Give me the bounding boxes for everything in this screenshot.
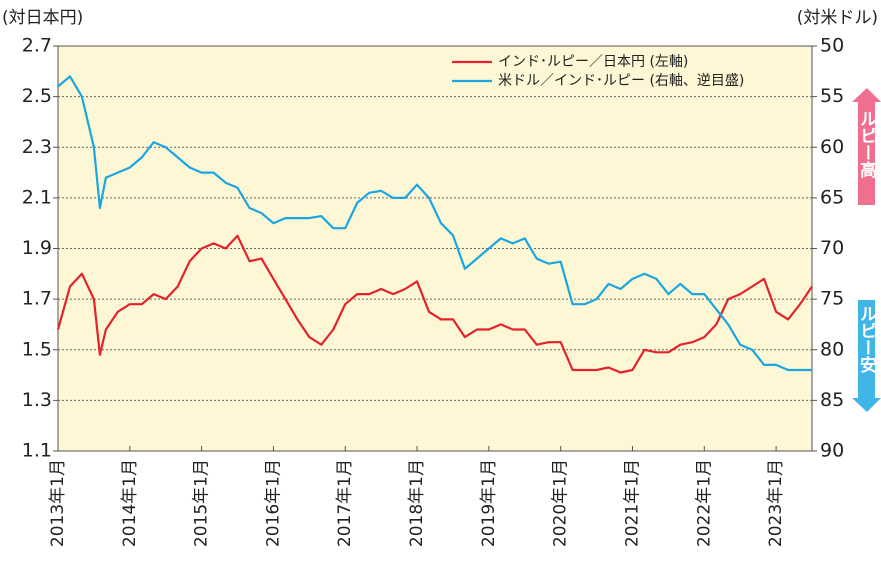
series-line xyxy=(57,75,812,372)
y2-tick-label: 90 xyxy=(820,440,844,462)
y-tick-label: 1.9 xyxy=(22,237,52,259)
arrow-down xyxy=(852,300,881,412)
annotation: ルピー高 xyxy=(856,110,877,179)
y2-tick-label: 85 xyxy=(820,389,844,411)
y-tick-label: 2.3 xyxy=(22,136,52,158)
y-tick-label: 2.1 xyxy=(22,186,52,208)
y-tick-label: 1.1 xyxy=(22,440,52,462)
legend-label: インド･ルピー／日本円 (左軸) xyxy=(498,54,688,70)
y2-tick-label: 75 xyxy=(820,288,844,310)
y2-tick-label: 55 xyxy=(820,85,844,107)
x-tick-label: 2023年1月 xyxy=(766,459,786,547)
series-line xyxy=(56,234,813,374)
x-tick-label: 2016年1月 xyxy=(263,459,283,547)
x-tick-label: 2021年1月 xyxy=(622,459,642,547)
x-tick-label: 2017年1月 xyxy=(335,459,355,547)
y2-tick-label: 70 xyxy=(820,237,844,259)
x-tick-label: 2014年1月 xyxy=(120,459,140,547)
x-tick-label: 2022年1月 xyxy=(694,459,714,547)
y2-tick-label: 60 xyxy=(820,136,844,158)
x-tick-label: 2013年1月 xyxy=(48,459,68,547)
x-tick-label: 2020年1月 xyxy=(551,459,571,547)
y2-tick-label: 50 xyxy=(820,35,844,57)
y-tick-label: 1.7 xyxy=(22,288,52,310)
y-tick-label: 2.5 xyxy=(22,85,52,107)
annotation: ルピー安 xyxy=(856,305,877,374)
y2-tick-label: 80 xyxy=(820,338,844,360)
x-tick-label: 2015年1月 xyxy=(192,459,212,547)
y-tick-label: 1.5 xyxy=(22,338,52,360)
y-tick-label: 2.7 xyxy=(22,35,52,57)
y-tick-label: 1.3 xyxy=(22,389,52,411)
y2-tick-label: 65 xyxy=(820,186,844,208)
legend-label: 米ドル／インド･ルピー (右軸、逆目盛) xyxy=(498,73,744,89)
left-axis-label: (対日本円) xyxy=(2,8,83,28)
x-tick-label: 2019年1月 xyxy=(479,459,499,547)
arrow-up xyxy=(852,88,881,205)
x-tick-label: 2018年1月 xyxy=(407,459,427,547)
right-axis-label: (対米ドル) xyxy=(797,8,878,28)
